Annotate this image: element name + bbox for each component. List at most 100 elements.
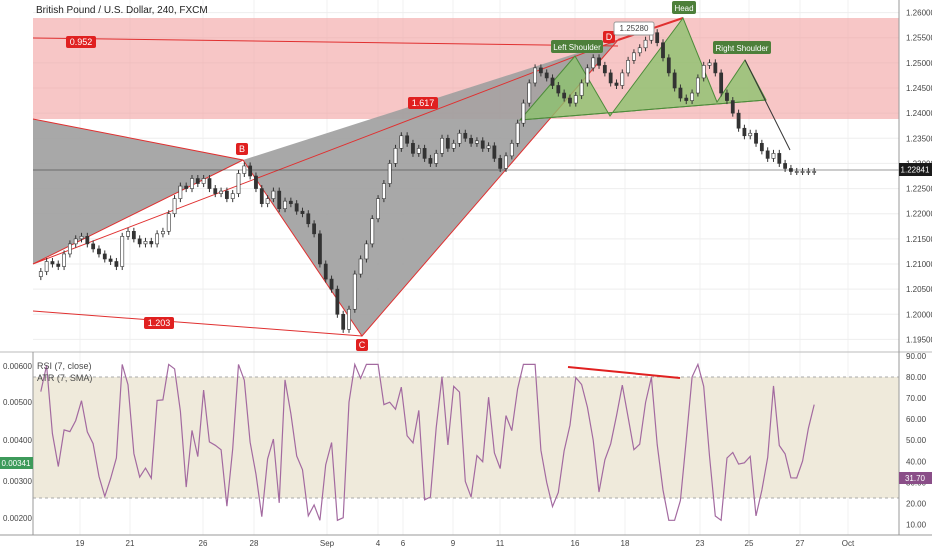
candle-body [469,137,474,144]
candle-body [440,137,444,154]
candle-body [701,65,706,79]
candle-body [312,223,317,235]
candle-body [91,243,96,250]
y-tick-label: 1.21500 [906,235,932,244]
candle-body [195,178,200,184]
svg-text:Right Shoulder: Right Shoulder [716,44,769,53]
candle-body [492,145,497,159]
rsi-tick-label: 90.00 [906,352,927,361]
candle-body [219,190,223,194]
y-tick-label: 1.19500 [906,335,932,344]
candle-body [434,153,439,164]
candle-body [300,210,305,215]
candle-body [79,236,84,240]
atr-tick-label: 0.00600 [3,362,32,371]
rsi-tick-label: 80.00 [906,373,927,382]
neckline [519,99,767,121]
x-tick-label: 9 [451,539,456,548]
candle-body [614,82,619,86]
candle-body [637,47,642,54]
candle-body [771,153,776,159]
y-tick-label: 1.25500 [906,34,932,43]
candle-body [672,72,677,89]
candle-body [370,218,375,245]
candle-body [626,60,631,74]
candle-body [620,72,625,86]
atr-tick-label: 0.00400 [3,436,32,445]
candle-body [527,82,532,104]
candle-body [329,278,334,290]
candle-body [568,97,572,104]
candle-body [632,52,636,61]
svg-text:Head: Head [674,4,693,13]
candle-body [85,236,90,245]
y-tick-label: 1.20500 [906,285,932,294]
x-tick-label: 23 [696,539,705,548]
candle-body [730,100,735,114]
candle-body [294,203,299,212]
fib-1203-label: 1.203 [144,317,174,329]
x-axis-ticks: 19 21 26 28 Sep 4 6 9 11 16 18 23 25 27 Oct [76,539,855,548]
candle-body [277,190,282,209]
x-tick-label: Sep [320,539,335,548]
atr-legend: ATR (7, SMA) [37,373,93,383]
y-tick-label: 1.25000 [906,59,932,68]
candle-body [73,238,78,245]
candle-body [538,67,543,74]
candle-body [509,143,514,157]
candle-body [318,233,322,265]
svg-text:C: C [359,340,366,350]
candle-body [736,112,741,129]
svg-text:1.25280: 1.25280 [620,24,649,33]
candle-body [678,87,683,99]
candles [38,29,817,333]
candle-body [131,231,136,240]
candle-body [486,145,491,149]
candle-body [707,62,712,66]
candle-body [137,238,142,245]
candle-body [579,82,584,96]
rsi-tick-label: 40.00 [906,457,927,466]
candle-body [126,231,130,237]
candle-body [597,57,601,66]
candle-body [323,263,328,280]
x-tick-label: 26 [199,539,208,548]
candle-body [608,72,613,84]
atr-tick-label: 0.00500 [3,398,32,407]
candle-body [777,153,782,164]
point-c-label: C [356,339,368,351]
x-tick-label: 27 [796,539,805,548]
candle-body [288,200,293,204]
y-tick-label: 1.24000 [906,109,932,118]
candle-body [742,127,747,137]
candle-body [352,273,357,310]
candle-body [521,102,526,124]
x-tick-label: 21 [126,539,135,548]
candle-body [405,135,410,144]
candle-body [155,233,160,245]
candle-body [184,185,189,189]
candle-body [399,135,404,149]
svg-text:B: B [239,144,245,154]
candle-body [224,190,229,199]
candle-body [591,57,596,69]
candle-body [376,198,380,220]
candle-body [422,148,427,159]
xc-line [32,310,363,337]
x-tick-label: 6 [401,539,406,548]
rsi-line [40,362,815,522]
candle-body [56,263,61,267]
candle-body [393,148,398,164]
candle-body [114,261,119,267]
candle-body [67,243,72,255]
candle-body [102,253,107,260]
candle-body [713,62,718,74]
rsi-band [33,377,899,498]
candle-body [190,178,194,189]
candle-body [463,132,468,139]
atr-tick-label: 0.00300 [3,477,32,486]
candle-body [748,132,753,137]
candle-body [213,188,218,194]
candle-body [480,140,485,149]
candle-body [445,137,450,149]
